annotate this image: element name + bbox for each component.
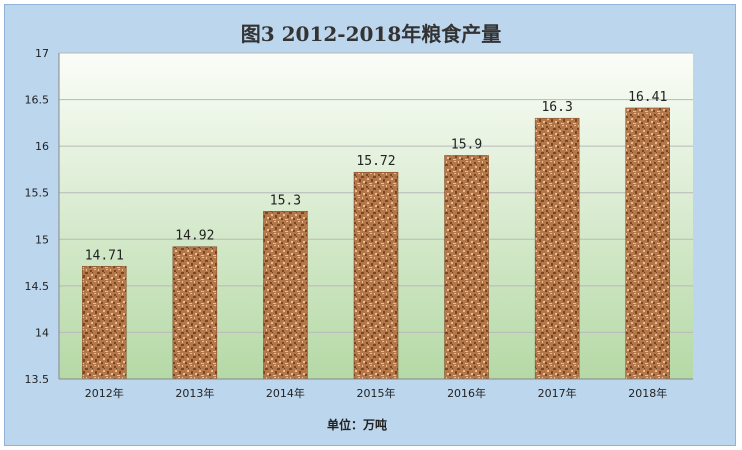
y-tick-label: 13.5 bbox=[25, 373, 50, 386]
chart-title: 图3 2012-2018年粮食产量 bbox=[241, 22, 502, 46]
bar-2014年 bbox=[263, 211, 308, 380]
unit-note: 单位：万吨 bbox=[327, 417, 387, 432]
x-axis-tick-labels: 2012年 2013年 2014年 2015年 2016年 2017年 2018年 bbox=[85, 386, 667, 400]
y-tick-label: 16.5 bbox=[25, 94, 50, 107]
bar-2012年 bbox=[82, 266, 127, 380]
x-tick-label: 2017年 bbox=[538, 386, 577, 400]
y-tick-label: 14 bbox=[35, 326, 49, 339]
bar-2015年 bbox=[353, 171, 399, 380]
data-label: 15.3 bbox=[270, 193, 301, 208]
x-tick-label: 2016年 bbox=[447, 386, 486, 400]
data-label: 14.71 bbox=[85, 248, 124, 263]
bar-2016年 bbox=[444, 155, 489, 380]
bar-2018年 bbox=[625, 107, 670, 380]
data-label: 15.9 bbox=[451, 137, 482, 152]
y-tick-label: 16 bbox=[35, 140, 49, 153]
data-label: 16.41 bbox=[628, 90, 667, 105]
chart-frame: 图3 2012-2018年粮食产量 13.5 14 14.5 15 15.5 16 16.5… bbox=[4, 4, 736, 446]
bar-2017年 bbox=[534, 117, 580, 380]
x-tick-label: 2013年 bbox=[175, 386, 214, 400]
y-tick-label: 15.5 bbox=[25, 187, 50, 200]
data-label: 14.92 bbox=[175, 229, 214, 244]
data-labels: 14.71 14.92 15.3 15.72 15.9 16.3 16.41 bbox=[85, 90, 668, 263]
y-tick-label: 15 bbox=[35, 233, 49, 246]
x-tick-label: 2018年 bbox=[628, 386, 667, 400]
data-label: 15.72 bbox=[356, 154, 395, 169]
bar-2013年 bbox=[172, 246, 218, 380]
x-tick-label: 2012年 bbox=[85, 386, 124, 400]
x-tick-label: 2014年 bbox=[266, 386, 305, 400]
bar-chart: 图3 2012-2018年粮食产量 13.5 14 14.5 15 15.5 16 16.5… bbox=[25, 22, 693, 432]
y-axis-tick-labels: 13.5 14 14.5 15 15.5 16 16.5 17 bbox=[25, 47, 50, 386]
y-tick-label: 14.5 bbox=[25, 280, 50, 293]
x-tick-label: 2015年 bbox=[357, 386, 396, 400]
data-label: 16.3 bbox=[541, 100, 572, 115]
y-tick-label: 17 bbox=[35, 47, 49, 60]
